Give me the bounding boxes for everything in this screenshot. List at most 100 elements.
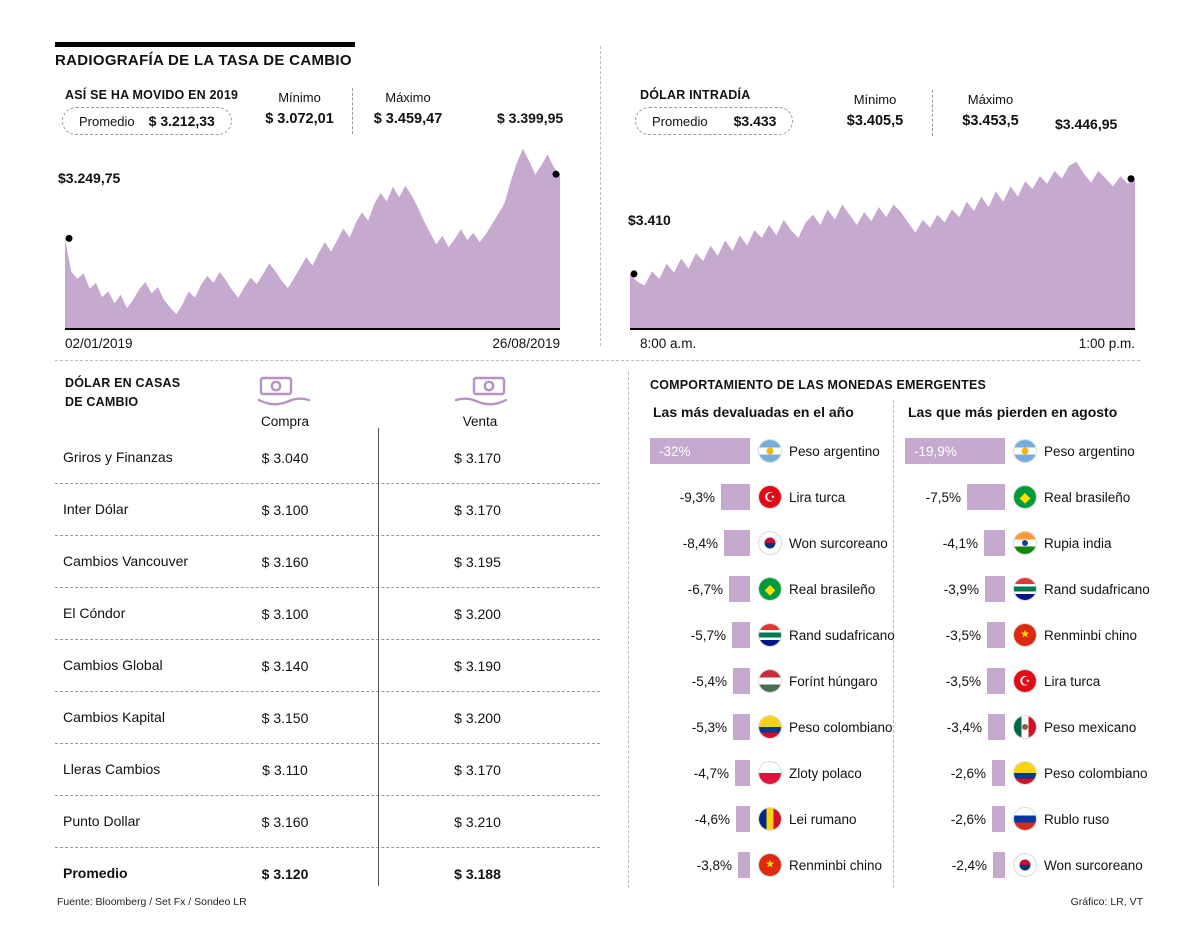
venta-value: $ 3.200 xyxy=(454,605,501,622)
intraday-maximo-label: Máximo xyxy=(967,92,1014,107)
flag-russia-icon xyxy=(1014,808,1036,830)
devaluation-value: -3,9% xyxy=(943,581,979,597)
compra-value: $ 3.100 xyxy=(261,501,309,518)
title-rule xyxy=(55,42,355,47)
flag-argentina-icon xyxy=(1014,440,1036,462)
flag-hungary-icon xyxy=(759,670,781,692)
yearly-start-annotation: $3.249,75 xyxy=(58,170,121,186)
emerging-list-august: -19,9% Peso argentino -7,5% ◆ Real brasileño… xyxy=(905,436,1155,896)
devaluation-value: -2,4% xyxy=(951,857,987,873)
currency-item: -19,9% Peso argentino xyxy=(905,436,1155,466)
flag-emblem xyxy=(766,447,774,455)
devaluation-value: -3,5% xyxy=(945,627,981,643)
exchange-row: Cambios Vancouver $ 3.160 $ 3.195 xyxy=(55,536,600,588)
venta-value: $ 3.170 xyxy=(454,761,501,778)
end-dot xyxy=(552,170,560,178)
exchange-row: Griros y Finanzas $ 3.040 $ 3.170 xyxy=(55,432,600,484)
exchange-house-name: Cambios Kapital xyxy=(63,708,165,725)
bar-zone: -7,5% xyxy=(905,484,1005,510)
yearly-maximo-label: Máximo xyxy=(385,90,431,105)
devaluation-value: -7,5% xyxy=(925,489,961,505)
exchange-row: Lleras Cambios $ 3.110 $ 3.170 xyxy=(55,744,600,796)
currency-label: Peso colombiano xyxy=(789,719,893,735)
devaluation-bar xyxy=(992,760,1005,786)
flag-mexico-icon xyxy=(1014,716,1036,738)
intraday-x-end: 1:00 p.m. xyxy=(1078,336,1135,351)
flag-south-africa-icon xyxy=(759,624,781,646)
flag-emblem xyxy=(764,537,776,549)
currency-item: -5,7% Rand sudafricano xyxy=(650,620,900,650)
devaluation-value: -19,9% xyxy=(914,443,957,459)
table-column-divider xyxy=(378,428,379,886)
compra-value: $ 3.120 xyxy=(261,865,309,882)
intraday-promedio-value: $3.433 xyxy=(733,113,777,129)
compra-value: $ 3.150 xyxy=(261,709,309,726)
yearly-x-end: 26/08/2019 xyxy=(492,336,560,351)
exchange-row: Cambios Kapital $ 3.150 $ 3.200 xyxy=(55,692,600,744)
exchange-house-name: Griros y Finanzas xyxy=(63,448,173,465)
minmax-divider xyxy=(352,88,353,134)
yearly-minimo-label: Mínimo xyxy=(278,90,321,105)
yearly-minimo-value: $ 3.072,01 xyxy=(265,111,334,127)
compra-value: $ 3.040 xyxy=(261,449,309,466)
currency-item: -5,4% Forínt húngaro xyxy=(650,666,900,696)
compra-value: $ 3.160 xyxy=(261,813,309,830)
yearly-x-start: 02/01/2019 xyxy=(65,336,133,351)
yearly-maximo-stat: Máximo $ 3.459,47 xyxy=(358,90,458,127)
currency-item: -3,5% ★ Renminbi chino xyxy=(905,620,1155,650)
intraday-chart-title: DÓLAR INTRADÍA xyxy=(640,88,751,102)
devaluation-bar xyxy=(987,668,1005,694)
devaluation-value: -5,7% xyxy=(690,627,726,643)
exchange-table-title: DÓLAR EN CASAS DE CAMBIO xyxy=(65,374,180,412)
currency-label: Peso argentino xyxy=(1044,443,1135,459)
devaluation-bar xyxy=(984,530,1005,556)
currency-item: -4,6% Lei rumano xyxy=(650,804,900,834)
devaluation-value: -4,1% xyxy=(942,535,978,551)
venta-value: $ 3.210 xyxy=(454,813,501,830)
bar-zone: -8,4% xyxy=(650,530,750,556)
devaluation-value: -2,6% xyxy=(950,811,986,827)
currency-label: Renminbi chino xyxy=(1044,627,1138,643)
currency-label: Lira turca xyxy=(789,489,846,505)
bar-zone: -3,5% xyxy=(905,668,1005,694)
currency-item: -3,9% Rand sudafricano xyxy=(905,574,1155,604)
devaluation-value: -4,7% xyxy=(693,765,729,781)
intraday-minimo-label: Mínimo xyxy=(853,92,897,107)
exchange-row: Cambios Global $ 3.140 $ 3.190 xyxy=(55,640,600,692)
credit-note: Gráfico: LR, VT xyxy=(1070,896,1143,908)
flag-south-korea-icon xyxy=(1014,854,1036,876)
flag-south-korea-icon xyxy=(759,532,781,554)
yearly-maximo-value: $ 3.459,47 xyxy=(373,111,443,127)
intraday-maximo-value: $3.453,5 xyxy=(962,113,1019,129)
emerging-subtitle-august: Las que más pierden en agosto xyxy=(908,404,1118,420)
devaluation-bar xyxy=(732,622,750,648)
emerging-list-year: -32% Peso argentino -9,3% ☪ Lira turca -8,4% W… xyxy=(650,436,900,896)
intraday-end-annotation: $3.446,95 xyxy=(1055,116,1118,132)
flag-turkey-icon: ☪ xyxy=(759,486,781,508)
bar-zone: -6,7% xyxy=(650,576,750,602)
source-note: Fuente: Bloomberg / Set Fx / Sondeo LR xyxy=(57,896,247,908)
exchange-house-name: Promedio xyxy=(63,864,128,881)
flag-turkey-icon: ☪ xyxy=(1014,670,1036,692)
bar-zone: -19,9% xyxy=(905,438,1005,464)
devaluation-value: -32% xyxy=(659,443,691,459)
bar-zone: -4,6% xyxy=(650,806,750,832)
devaluation-bar xyxy=(735,760,750,786)
flag-poland-icon xyxy=(759,762,781,784)
bar-zone: -4,1% xyxy=(905,530,1005,556)
bar-zone: -3,4% xyxy=(905,714,1005,740)
devaluation-bar xyxy=(992,806,1005,832)
bar-zone: -3,5% xyxy=(905,622,1005,648)
intraday-maximo-stat: Máximo $3.453,5 xyxy=(938,92,1043,129)
currency-label: Won surcoreano xyxy=(1044,857,1143,873)
flag-china-icon: ★ xyxy=(1014,624,1036,646)
intraday-x-start: 8:00 a.m. xyxy=(640,336,697,351)
flag-colombia-icon xyxy=(1014,762,1036,784)
currency-item: -8,4% Won surcoreano xyxy=(650,528,900,558)
currency-item: -7,5% ◆ Real brasileño xyxy=(905,482,1155,512)
intraday-minimo-stat: Mínimo $3.405,5 xyxy=(825,92,925,129)
page-title: RADIOGRAFÍA DE LA TASA DE CAMBIO xyxy=(55,52,352,69)
intraday-start-annotation: $3.410 xyxy=(628,212,671,228)
devaluation-bar xyxy=(721,484,750,510)
compra-value: $ 3.110 xyxy=(262,761,308,778)
